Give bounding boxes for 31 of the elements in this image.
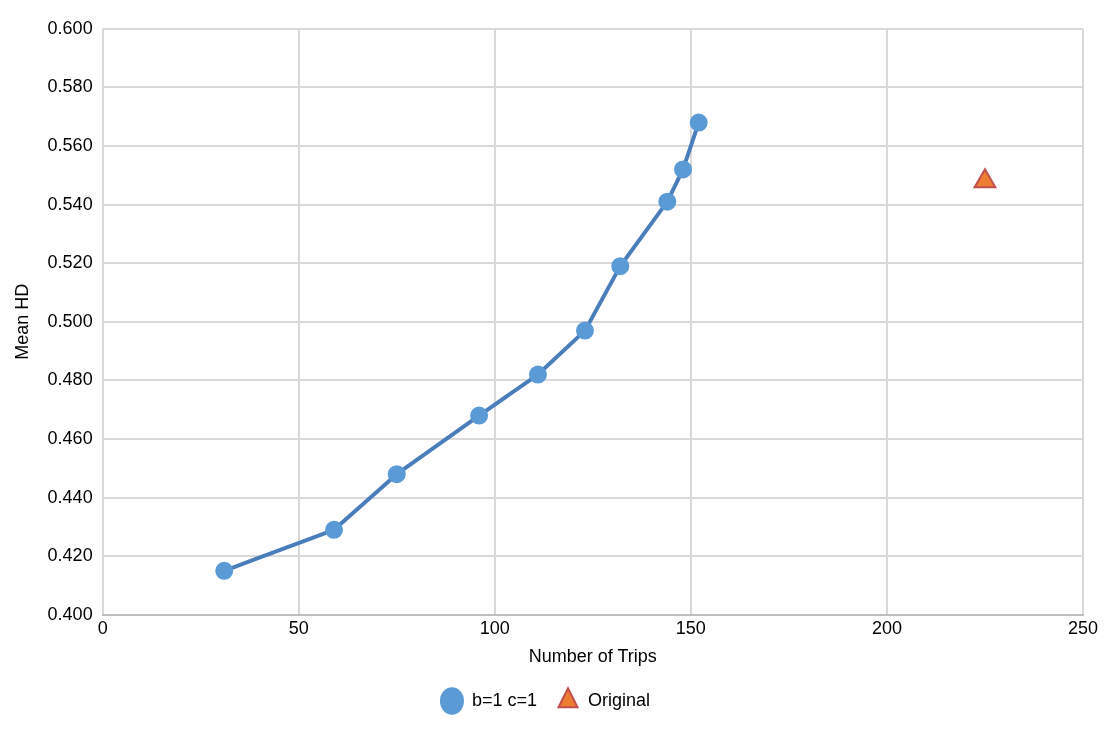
- y-tick-label: 0.460: [47, 427, 93, 448]
- x-tick-label: 50: [288, 617, 309, 638]
- point: [674, 160, 693, 179]
- point: [575, 321, 594, 340]
- point: [215, 561, 234, 580]
- y-tick-label: 0.580: [47, 76, 93, 97]
- x-tick-label: 100: [479, 617, 510, 638]
- y-axis-title: Mean HD: [11, 283, 32, 360]
- y-tick-label: 0.400: [47, 603, 93, 624]
- legend-label: b=1 c=1: [471, 689, 538, 710]
- point: [689, 113, 708, 132]
- x-tick-label: 250: [1067, 617, 1099, 638]
- point: [387, 465, 406, 484]
- x-tick-label: 0: [97, 617, 108, 638]
- y-tick-label: 0.600: [47, 17, 93, 38]
- point: [658, 192, 677, 211]
- x-tick-label: 150: [675, 617, 706, 638]
- y-tick-label: 0.560: [47, 134, 93, 155]
- y-tick-label: 0.420: [47, 545, 93, 566]
- y-tick-label: 0.540: [47, 193, 93, 214]
- y-tick-label: 0.440: [47, 486, 93, 507]
- y-tick-label: 0.500: [47, 310, 93, 331]
- y-tick-label: 0.480: [47, 369, 93, 390]
- point: [325, 520, 344, 539]
- legend-label: Original: [588, 689, 651, 710]
- point: [528, 365, 547, 384]
- point: [470, 406, 489, 425]
- y-tick-label: 0.520: [47, 252, 93, 273]
- x-tick-label: 200: [871, 617, 902, 638]
- point: [611, 257, 630, 276]
- x-axis-title: Number of Trips: [528, 646, 657, 667]
